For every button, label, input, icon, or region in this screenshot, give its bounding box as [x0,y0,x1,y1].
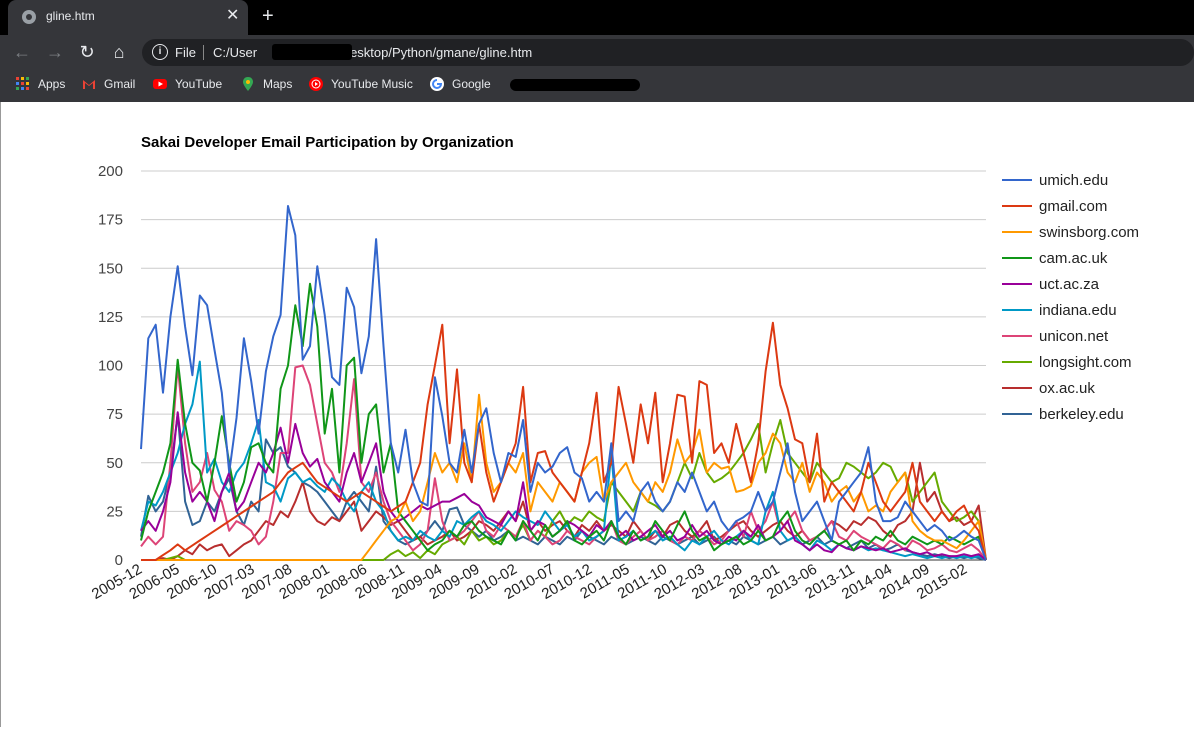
browser-toolbar: ← → ↻ ⌂ i File C:/User/Desktop/Python/gm… [0,35,1194,69]
bookmark-gmail[interactable]: Gmail [82,77,135,91]
legend-label: umich.edu [1039,172,1108,189]
legend-label: unicon.net [1039,328,1109,345]
bookmark-google[interactable]: Google [430,77,491,91]
y-tick-label: 75 [106,406,123,423]
bookmark-label: Maps [263,77,293,91]
apps-grid-icon [16,77,29,90]
chart-grid [141,170,986,561]
forward-arrow-icon[interactable]: → [46,42,64,62]
home-icon[interactable]: ⌂ [113,42,125,62]
legend-label: cam.ac.uk [1039,250,1108,267]
file-label: File [175,45,196,60]
legend-label: indiana.edu [1039,302,1117,319]
reload-icon[interactable]: ↻ [79,42,95,62]
y-tick-label: 100 [98,358,123,375]
close-tab-icon[interactable]: ✕ [226,7,240,24]
series-line-cam-ac-uk [140,282,987,561]
legend-label: gmail.com [1039,198,1107,215]
legend-label: ox.ac.uk [1039,380,1095,397]
google-icon [430,77,444,91]
series-lines [140,205,987,561]
chart-legend: umich.edu gmail.com swinsborg.com cam.ac.uk… [1002,172,1139,423]
page-content: Sakai Developer Email Participation by O… [0,102,1194,727]
bookmark-label: Apps [38,77,66,91]
globe-icon [22,10,36,24]
series-line-umich-edu [140,205,987,561]
bookmark-label: Google [452,77,491,91]
bookmark-maps[interactable]: Maps [241,77,292,91]
bookmark-label: YouTube [175,77,223,91]
new-tab-icon[interactable]: + [262,5,274,27]
bookmark-youtube-music[interactable]: YouTube Music [309,77,413,91]
back-arrow-icon[interactable]: ← [13,42,31,62]
y-tick-label: 200 [98,163,123,180]
legend-label: uct.ac.za [1039,276,1100,293]
tab-strip: gline.htm ✕ + [0,0,1194,35]
url-text[interactable]: C:/User/Desktop/Python/gmane/gline.htm [213,45,533,60]
redaction-mark [272,44,352,60]
y-tick-label: 25 [106,503,123,520]
tab-title: gline.htm [46,9,95,23]
y-tick-label: 125 [98,309,123,326]
legend-label: swinsborg.com [1039,224,1139,241]
y-tick-label: 0 [115,552,123,569]
browser-tab[interactable]: gline.htm ✕ [8,0,248,35]
y-tick-label: 175 [98,212,123,229]
bookmark-youtube[interactable]: YouTube [153,77,222,91]
y-axis: 0 25 50 75 100 125 150 175 200 [98,163,123,569]
series-line-unicon-net [140,364,987,561]
youtube-music-icon [309,77,323,91]
bookmark-apps[interactable]: Apps [16,77,65,91]
x-axis: 2005-122006-052006-102007-032007-082008-… [89,561,970,603]
legend-label: berkeley.edu [1039,406,1124,423]
series-line-gmail-com [141,321,987,561]
line-chart: Sakai Developer Email Participation by O… [89,134,1139,603]
bookmarks-bar: Apps Gmail YouTube Maps YouTube Music Go… [0,69,1194,102]
maps-pin-icon [243,77,253,91]
info-icon[interactable]: i [152,44,168,60]
address-bar[interactable]: i File C:/User/Desktop/Python/gmane/glin… [142,39,1194,66]
redaction-mark [510,79,640,91]
y-tick-label: 50 [106,455,123,472]
bookmark-label: Gmail [104,77,136,91]
bookmark-label: YouTube Music [331,77,413,91]
youtube-icon [153,79,167,89]
chart-title: Sakai Developer Email Participation by O… [141,134,514,151]
legend-label: longsight.com [1039,354,1132,371]
gmail-icon [83,80,95,89]
y-tick-label: 150 [98,260,123,277]
address-separator [203,45,204,60]
